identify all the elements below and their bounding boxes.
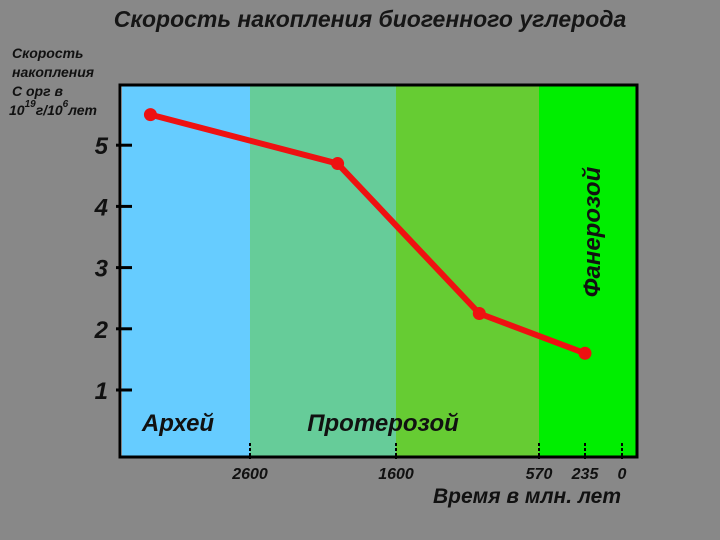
y-label-line-3: С орг в: [12, 83, 63, 99]
series-line: [149, 111, 587, 357]
data-point: [331, 157, 345, 171]
era-label-phanerozoic: Фанерозой: [579, 166, 606, 297]
y-tick-label: 3: [95, 256, 109, 283]
band-phanerozoic: [539, 85, 637, 457]
y-label-exp-2: 6: [62, 99, 69, 110]
y-label-tail: лет: [68, 102, 97, 118]
data-point: [143, 108, 157, 122]
chart-marks: [143, 108, 592, 360]
band-proterozoic-early: [250, 85, 396, 457]
chart-axes: [116, 83, 639, 459]
era-label-proterozoic: Протерозой: [307, 410, 459, 437]
x-tick-label: 1600: [378, 466, 414, 483]
x-axis-label: Время в млн. лет: [433, 485, 621, 508]
plot-frame: [118, 83, 639, 459]
data-point: [472, 307, 486, 320]
x-tick-label: 235: [571, 466, 600, 483]
y-label-base: 10: [9, 102, 25, 118]
y-label-line-1: Скорость: [12, 45, 84, 61]
band-proterozoic-late: [396, 85, 539, 457]
y-tick-label: 2: [94, 317, 109, 344]
y-label-unit: 1019г/106лет: [9, 99, 97, 122]
x-tick-label: 0: [618, 466, 627, 483]
x-tick-label: 570: [526, 466, 553, 483]
y-label-line-2: накопления: [12, 64, 95, 80]
x-tick-label: 2600: [231, 466, 268, 483]
y-axis-label: Скорость накопления С орг в 1019г/106лет: [9, 44, 97, 122]
era-bands: [120, 85, 637, 457]
chart-title: Скорость накопления биогенного углерода: [113, 6, 627, 32]
y-label-mid: г/10: [35, 102, 63, 118]
era-label-archean: Архей: [141, 410, 214, 437]
y-tick-label: 5: [95, 133, 109, 160]
band-archean: [122, 85, 250, 457]
y-label-exp-1: 19: [24, 99, 36, 110]
y-tick-label: 4: [94, 194, 108, 221]
data-point: [578, 346, 592, 360]
chart-labels: 1 2 3 4 5 2600 1600 570 235 0 Время в млн. лет Архе…: [94, 133, 627, 508]
y-tick-label: 1: [95, 378, 108, 405]
